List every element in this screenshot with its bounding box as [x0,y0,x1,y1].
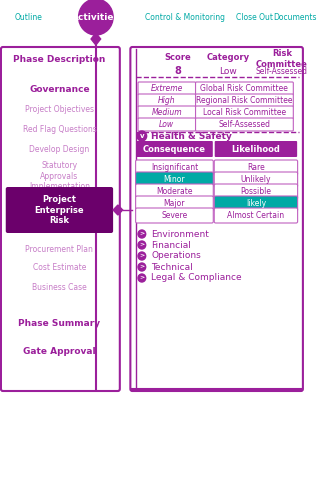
Text: Governance: Governance [29,84,90,93]
Text: Phase Summary: Phase Summary [19,319,100,329]
Text: Low: Low [219,67,237,76]
FancyBboxPatch shape [138,94,196,107]
Text: Category: Category [207,53,250,61]
FancyBboxPatch shape [196,106,293,119]
Text: v: v [139,133,144,139]
Circle shape [138,241,146,249]
FancyBboxPatch shape [196,118,293,131]
FancyBboxPatch shape [214,184,298,199]
FancyBboxPatch shape [138,106,196,119]
Text: >: > [139,253,145,259]
Text: High: High [158,96,175,105]
FancyBboxPatch shape [136,141,213,157]
Text: Global Risk Committee: Global Risk Committee [200,84,288,93]
Circle shape [138,274,146,282]
Text: Develop Design: Develop Design [29,145,90,153]
Text: Control & Monitoring: Control & Monitoring [145,12,225,22]
Text: Severe: Severe [161,211,188,220]
Text: Insignificant: Insignificant [151,163,198,172]
FancyBboxPatch shape [136,208,213,223]
Text: Possible: Possible [241,187,271,196]
FancyBboxPatch shape [136,160,213,175]
Circle shape [78,0,113,35]
Text: Regional Risk Committee: Regional Risk Committee [196,96,293,105]
Circle shape [137,131,147,141]
FancyBboxPatch shape [196,94,293,107]
Text: Financial: Financial [152,240,191,250]
Circle shape [138,252,146,260]
FancyBboxPatch shape [214,172,298,187]
FancyBboxPatch shape [136,184,213,199]
Circle shape [138,230,146,238]
Text: >: > [139,275,145,281]
Text: Minor: Minor [164,175,185,184]
Text: Moderate: Moderate [156,187,193,196]
FancyBboxPatch shape [130,47,303,391]
FancyBboxPatch shape [215,141,297,157]
Text: Documents: Documents [273,12,317,22]
Text: Legal & Compliance: Legal & Compliance [152,274,242,283]
Text: Self-Assessed: Self-Assessed [219,120,271,129]
Text: Self-Assessed: Self-Assessed [256,67,308,76]
Text: >: > [139,231,145,237]
Text: Low: Low [159,120,174,129]
Text: Unlikely: Unlikely [241,175,271,184]
FancyBboxPatch shape [6,187,113,233]
FancyBboxPatch shape [136,172,213,187]
Text: Consequence: Consequence [143,145,206,153]
Text: 8: 8 [174,66,181,76]
Text: likely: likely [246,199,266,208]
Text: Project Objectives: Project Objectives [25,104,94,114]
Text: Implementation
Strategy: Implementation Strategy [29,182,90,202]
Text: Risk
Committee: Risk Committee [256,49,308,68]
Text: Environment: Environment [152,229,209,239]
Text: Cost Estimate: Cost Estimate [33,262,86,272]
Text: Activities: Activities [72,12,120,22]
Text: Score: Score [164,53,191,61]
Text: Extreme: Extreme [151,84,183,93]
Text: Medium: Medium [152,108,182,117]
FancyBboxPatch shape [138,118,196,131]
FancyBboxPatch shape [214,160,298,175]
Text: Statutory
Approvals: Statutory Approvals [40,161,78,181]
Text: Business Case: Business Case [32,283,87,292]
Text: Outline: Outline [15,12,43,22]
FancyBboxPatch shape [1,47,120,391]
FancyBboxPatch shape [136,196,213,211]
FancyBboxPatch shape [138,82,196,95]
Text: Close Out: Close Out [235,12,272,22]
Text: Gate Approval: Gate Approval [23,346,96,355]
Text: >: > [139,242,145,248]
Text: Phase Description: Phase Description [13,55,106,64]
FancyBboxPatch shape [214,208,298,223]
FancyBboxPatch shape [196,82,293,95]
Text: Red Flag Questions: Red Flag Questions [23,125,96,134]
Text: Procurement Plan: Procurement Plan [26,244,93,253]
Text: Health & Safety: Health & Safety [152,132,232,140]
Text: Major: Major [164,199,185,208]
Text: Rare: Rare [247,163,265,172]
FancyBboxPatch shape [214,196,298,211]
Text: Local Risk Committee: Local Risk Committee [203,108,286,117]
Text: Likelihood: Likelihood [232,145,280,153]
Text: >: > [139,264,145,270]
Text: Project
Enterprise
Risk: Project Enterprise Risk [35,195,84,225]
Text: Almost Certain: Almost Certain [227,211,285,220]
Circle shape [138,263,146,271]
Polygon shape [113,205,123,215]
Text: Operations: Operations [152,251,201,261]
Polygon shape [91,33,101,45]
Text: Technical: Technical [152,262,193,272]
